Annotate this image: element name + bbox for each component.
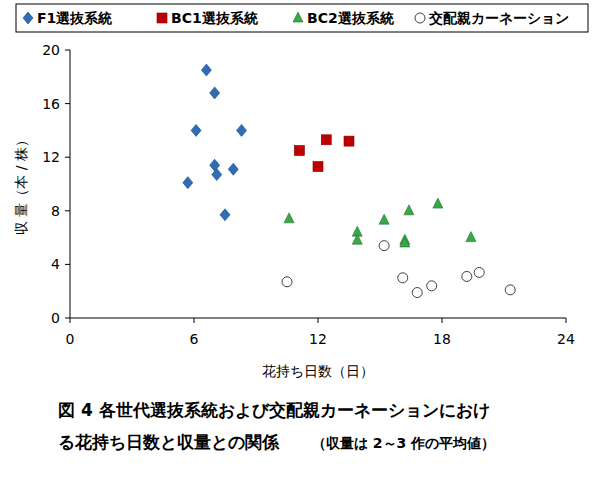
legend-marker: [157, 13, 167, 23]
y-tick: [65, 157, 70, 158]
point: [352, 234, 362, 244]
y-tick-label: 4: [51, 256, 60, 272]
x-tick: [70, 318, 71, 323]
point: [282, 277, 292, 287]
point: [212, 169, 222, 181]
y-tick: [65, 210, 70, 211]
legend-marker: [293, 12, 303, 22]
y-tick-label: 12: [42, 149, 60, 165]
title: る花持ち日数と収量との関係: [58, 432, 280, 452]
x-tick: [194, 318, 195, 323]
legend: F1選抜系統 BC1選抜系統 BC2選抜系統 交配親カーネーション: [16, 4, 588, 32]
point: [379, 214, 389, 224]
point: [228, 163, 238, 175]
x-tick-label: 12: [309, 331, 327, 347]
y-tick: [65, 103, 70, 104]
point: [404, 205, 414, 215]
chart: 0 4 8 12 16 20 0 6 12 18 24 花持ち日数（日） 収 量（本 / 株） F1選抜系…: [0, 0, 593, 500]
y-tick-label: 0: [51, 310, 60, 326]
point: [201, 64, 211, 76]
point: [344, 136, 354, 146]
y-tick-label: 16: [42, 96, 60, 112]
x-tick-label: 18: [433, 331, 451, 347]
point: [474, 267, 484, 277]
y-axis-label: 収 量（本 / 株）: [13, 133, 29, 235]
x-axis-label: 花持ち日数（日）: [262, 363, 374, 379]
x-tick: [442, 318, 443, 323]
x-tick: [318, 318, 319, 323]
point: [237, 124, 247, 136]
x-tick-label: 6: [190, 331, 199, 347]
point: [462, 271, 472, 281]
legend-label: F1選抜系統: [37, 10, 112, 26]
y-tick: [65, 50, 70, 51]
note: （収量は 2～3 作の平均値）: [312, 435, 495, 451]
point: [183, 177, 193, 189]
y-tick: [65, 318, 70, 319]
legend-label: BC2選抜系統: [307, 10, 394, 26]
point: [210, 159, 220, 171]
x-tick: [566, 318, 567, 323]
point: [412, 288, 422, 298]
point: [284, 213, 294, 223]
point: [210, 87, 220, 99]
point: [400, 237, 410, 247]
point: [321, 135, 331, 145]
y-axis: [70, 50, 71, 318]
point: [505, 285, 515, 295]
title: 図 4 各世代選抜系統および交配親カーネーションにおけ: [58, 400, 490, 420]
point: [427, 281, 437, 291]
y-tick-label: 8: [51, 203, 60, 219]
point: [191, 124, 201, 136]
point: [220, 209, 230, 221]
x-tick-label: 0: [66, 331, 75, 347]
point: [433, 198, 443, 208]
point: [313, 162, 323, 172]
y-tick: [65, 264, 70, 265]
legend-marker: [23, 12, 33, 24]
legend-label: 交配親カーネーション: [428, 10, 569, 26]
legend-label: BC1選抜系統: [171, 10, 258, 26]
legend-marker: [415, 13, 425, 23]
point: [379, 241, 389, 251]
point: [294, 146, 304, 156]
legend-box: [16, 4, 588, 32]
point: [398, 273, 408, 283]
x-tick-label: 24: [557, 331, 575, 347]
point: [466, 232, 476, 242]
points: [183, 64, 515, 297]
y-tick-label: 20: [42, 42, 60, 58]
